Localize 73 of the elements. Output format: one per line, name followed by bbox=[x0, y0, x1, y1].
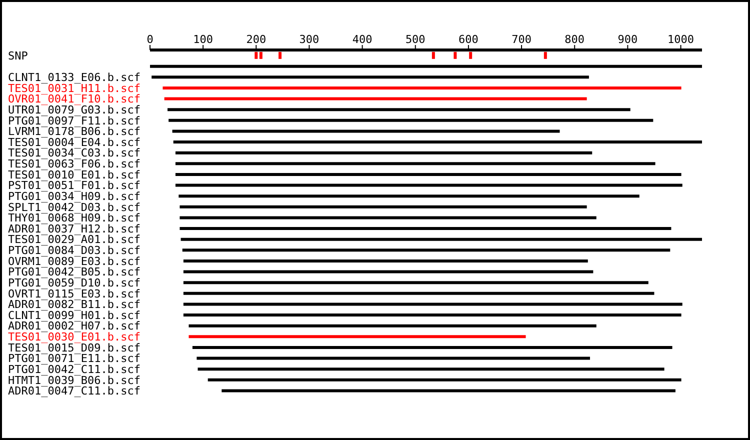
bar bbox=[222, 389, 676, 392]
bar bbox=[168, 108, 630, 112]
bar bbox=[196, 356, 590, 360]
x-tick-label: 1000 bbox=[668, 33, 694, 46]
x-tick-label: 900 bbox=[618, 33, 638, 46]
y-tick-label: ADR01_0047_C11.b.scf bbox=[8, 384, 140, 398]
x-tick-label: 700 bbox=[512, 33, 532, 46]
x-tick-label: 600 bbox=[458, 33, 478, 46]
y-tick-label: TES01_0029_A01.b.scf bbox=[8, 233, 140, 246]
bar bbox=[183, 302, 682, 306]
bar bbox=[150, 64, 702, 68]
y-tick-label: SNP bbox=[8, 49, 28, 62]
y-tick-label: HTMT1_0039_B06.b.scf bbox=[8, 374, 140, 387]
bar bbox=[180, 238, 702, 241]
bar bbox=[172, 130, 560, 133]
y-tick-label: PTG01_0042_B05.b.scf bbox=[8, 266, 140, 279]
y-tick-label: UTR01_0079_G03.b.scf bbox=[8, 103, 140, 116]
bar bbox=[183, 292, 654, 295]
y-tick-label: OVRT1_0115_E03.b.scf bbox=[8, 287, 140, 300]
x-tick-label: 800 bbox=[564, 33, 585, 46]
y-tick-label: TES01_0034_C03.b.scf bbox=[8, 146, 140, 160]
x-tick-label: 400 bbox=[352, 33, 372, 46]
y-tick-label: PTG01_0071_E11.b.scf bbox=[8, 352, 140, 366]
y-tick-label: THY01_0068_H09.b.scf bbox=[8, 212, 140, 225]
y-tick-label: PTG01_0059_D10.b.scf bbox=[8, 276, 140, 290]
bar bbox=[188, 324, 596, 328]
y-tick-label: CLNT1_0099_H01.b.scf bbox=[8, 308, 140, 322]
bar bbox=[180, 205, 587, 208]
bar bbox=[178, 194, 640, 198]
bar bbox=[183, 270, 594, 274]
bar bbox=[164, 97, 587, 100]
y-tick-label: PTG01_0034_H09.b.scf bbox=[8, 190, 140, 203]
x-tick-label: 100 bbox=[193, 33, 214, 46]
y-tick-label: PTG01_0042_C11.b.scf bbox=[8, 362, 140, 376]
x-tick-label: 200 bbox=[246, 33, 266, 46]
y-tick-label: TES01_0004_E04.b.scf bbox=[8, 136, 140, 149]
bar bbox=[198, 368, 664, 371]
y-tick-label: ADR01_0002_H07.b.scf bbox=[8, 320, 140, 333]
y-tick-label: ADR01_0037_H12.b.scf bbox=[8, 222, 140, 236]
y-tick-label: TES01_0015_D09.b.scf bbox=[8, 341, 140, 354]
bar bbox=[175, 172, 682, 176]
y-tick-label: TES01_0030_E01.b.scf bbox=[8, 330, 140, 344]
y-tick-label: ADR01_0082_B11.b.scf bbox=[8, 298, 140, 312]
y-tick-label: TES01_0010_E01.b.scf bbox=[8, 168, 140, 182]
y-tick-label: OVRM1_0089_E03.b.scf bbox=[8, 254, 140, 268]
y-tick-label: PST01_0051_F01.b.scf bbox=[8, 179, 140, 192]
bar bbox=[152, 76, 589, 79]
y-tick-label: PTG01_0084_D03.b.scf bbox=[8, 244, 140, 258]
bar bbox=[192, 346, 672, 349]
bar bbox=[182, 248, 670, 252]
y-tick-label: LVRM1_0178_B06.b.scf bbox=[8, 125, 140, 138]
bar bbox=[173, 140, 702, 144]
y-tick-label: CLNT1_0133_E06.b.scf bbox=[8, 71, 140, 84]
bar bbox=[208, 378, 682, 382]
x-tick-label: 300 bbox=[299, 33, 320, 46]
y-tick-label: SPLT1_0042_D03.b.scf bbox=[8, 200, 140, 214]
y-tick-label: TES01_0063_F06.b.scf bbox=[8, 158, 140, 171]
y-tick-label: PTG01_0097_F11.b.scf bbox=[8, 114, 140, 128]
x-tick-label: 0 bbox=[146, 33, 154, 46]
bar bbox=[180, 216, 596, 220]
bar bbox=[175, 162, 656, 166]
bar bbox=[175, 184, 682, 187]
bar bbox=[188, 335, 526, 338]
bar bbox=[175, 151, 592, 154]
y-tick-label: OVR01_0041_F10.b.scf bbox=[8, 92, 140, 106]
bar bbox=[183, 314, 682, 316]
bar bbox=[162, 86, 682, 90]
y-tick-label: TES01_0031_H11.b.scf bbox=[8, 82, 140, 95]
bar bbox=[180, 227, 672, 230]
bar bbox=[183, 281, 648, 284]
bar bbox=[183, 259, 588, 262]
x-tick-label: 500 bbox=[405, 33, 426, 46]
bar bbox=[168, 118, 654, 122]
